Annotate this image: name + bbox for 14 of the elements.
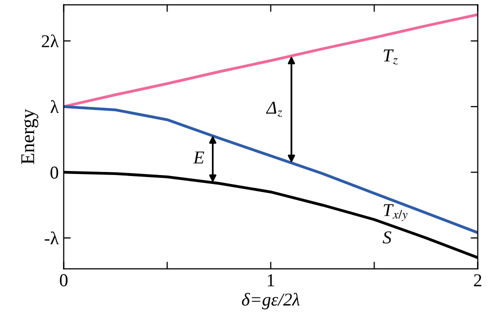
series-label: S (382, 231, 392, 244)
y-tick-label: -λ (44, 231, 59, 244)
y-tick-label: 2λ (42, 34, 59, 48)
series-label: T$_{x/y}$ (384, 204, 408, 222)
y-tick-label: 0 (50, 166, 58, 179)
x-tick-label: 0 (60, 274, 68, 286)
x-tick-label: 1 (268, 274, 274, 286)
x-axis-title: δ=gε/2λ (242, 292, 300, 310)
x-tick-label: 2 (474, 274, 482, 286)
y-axis-title: Energy (21, 108, 38, 164)
y-tick-label: λ (50, 100, 59, 113)
annotation: E (193, 152, 204, 164)
annotation: Δ$_{z}$ (266, 102, 282, 118)
series-label: T$_{z}$ (384, 50, 398, 65)
